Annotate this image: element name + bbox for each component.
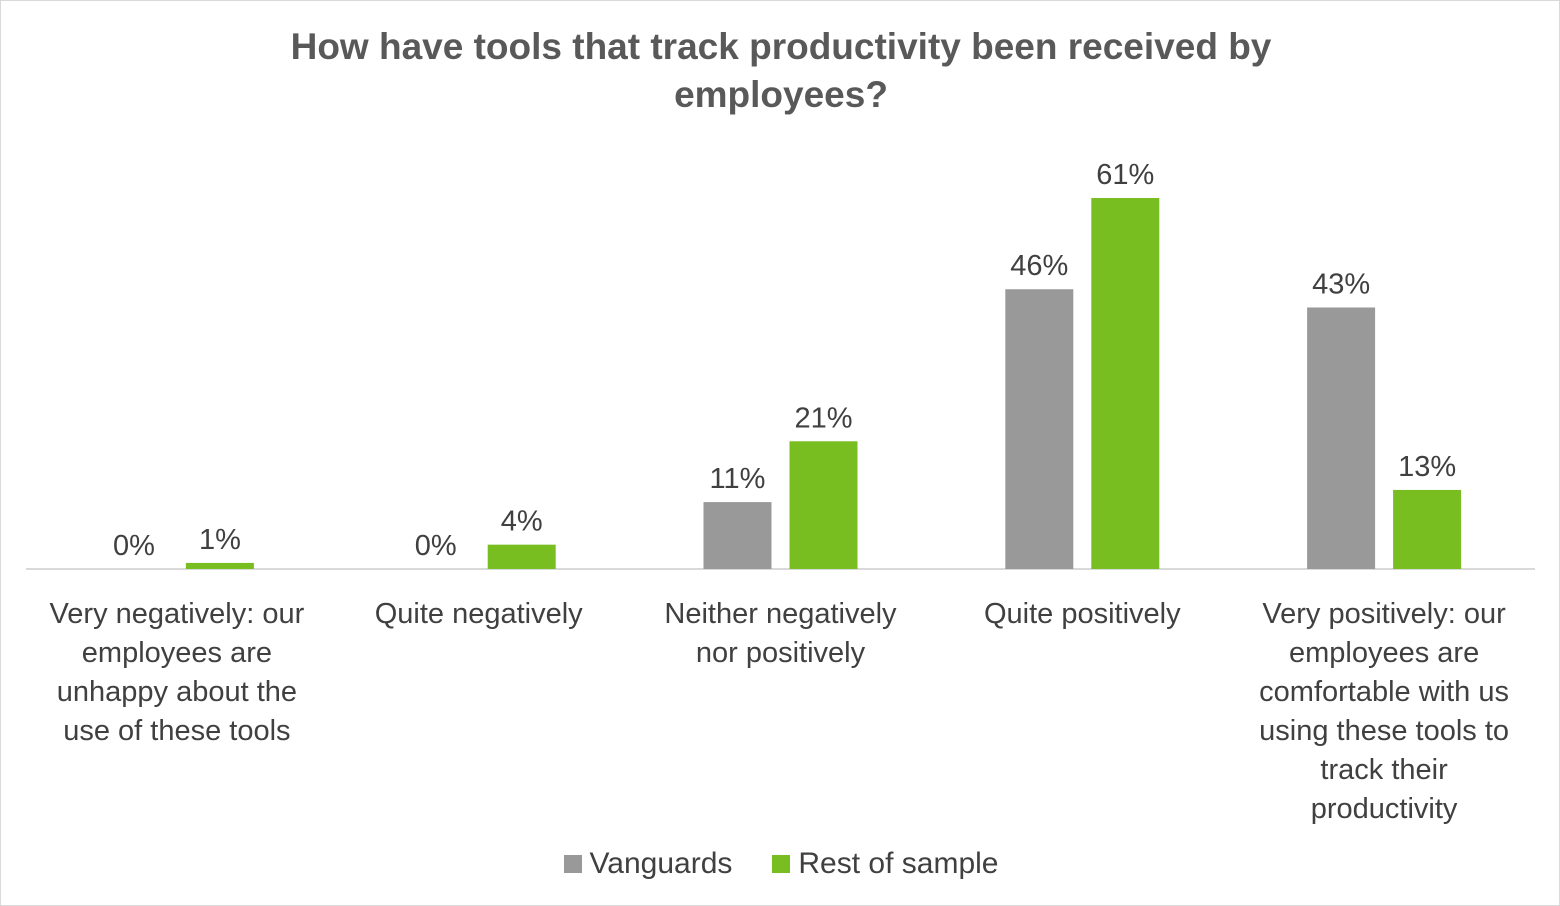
- legend-item-rest-of-sample: Rest of sample: [772, 847, 998, 881]
- legend-swatch: [772, 855, 791, 873]
- legend-swatch: [563, 855, 582, 873]
- chart-title: How have tools that track productivity b…: [290, 26, 1272, 115]
- bar-vanguards-4: [1307, 307, 1376, 569]
- data-label-vanguards-1: 0%: [415, 530, 457, 562]
- data-label-vanguards-0: 0%: [113, 530, 155, 562]
- category-label-2: Neither negatively nor positively: [664, 598, 897, 669]
- data-label-rest-of-sample-4: 13%: [1398, 451, 1456, 483]
- data-label-rest-of-sample-2: 21%: [794, 402, 852, 434]
- bar-vanguards-2: [703, 502, 772, 569]
- legend-label: Vanguards: [589, 847, 733, 880]
- data-label-rest-of-sample-3: 61%: [1096, 159, 1154, 191]
- category-label-3: Quite positively: [984, 598, 1181, 630]
- bar-rest-of-sample-2: [789, 441, 858, 569]
- bar-rest-of-sample-4: [1393, 489, 1462, 569]
- data-label-vanguards-2: 11%: [710, 463, 766, 495]
- category-label-4: Very positively: our employees are comfort…: [1259, 598, 1509, 825]
- category-label-1: Quite negatively: [375, 598, 583, 630]
- bar-rest-of-sample-0: [185, 562, 254, 569]
- data-label-vanguards-3: 46%: [1010, 250, 1068, 282]
- bar-rest-of-sample-3: [1091, 198, 1160, 569]
- legend-label: Rest of sample: [798, 847, 999, 880]
- category-label-0: Very negatively: our employees are unhappy…: [50, 598, 305, 747]
- legend: Vanguards Rest of sample: [1, 847, 1560, 881]
- data-label-rest-of-sample-0: 1%: [199, 524, 241, 556]
- data-label-rest-of-sample-1: 4%: [501, 506, 543, 538]
- data-label-vanguards-4: 43%: [1312, 268, 1370, 300]
- legend-item-vanguards: Vanguards: [563, 847, 733, 881]
- bar-rest-of-sample-1: [487, 544, 556, 569]
- bar-vanguards-3: [1005, 289, 1074, 569]
